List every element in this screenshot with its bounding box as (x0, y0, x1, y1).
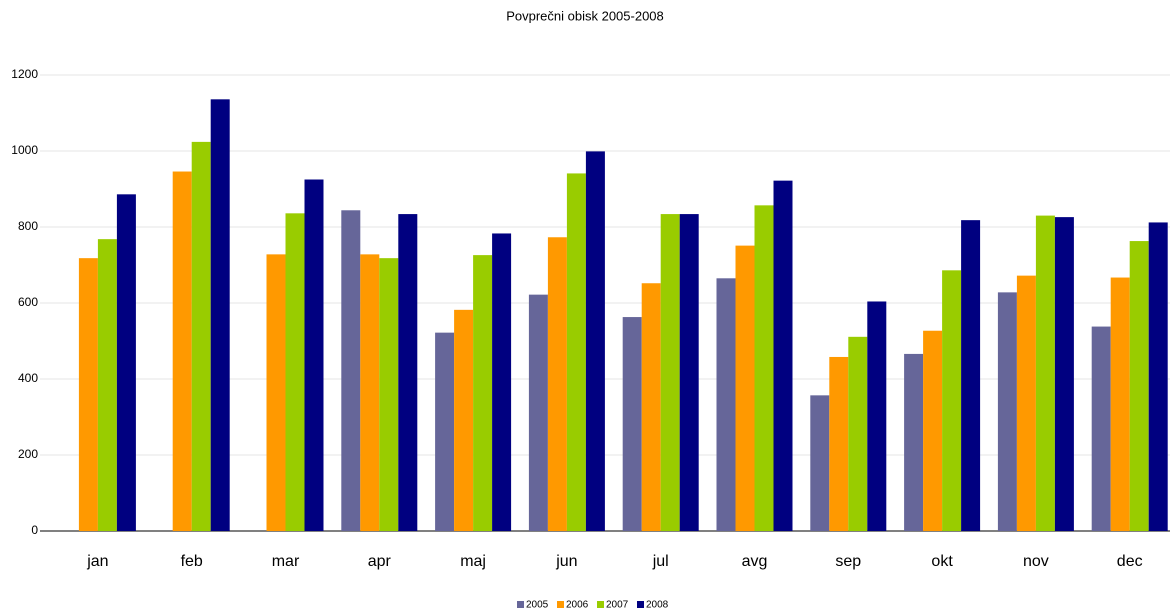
bar (172, 171, 192, 531)
bar (1035, 215, 1055, 531)
y-tick-label: 800 (18, 219, 38, 233)
bar (735, 245, 755, 531)
legend-label: 2005 (526, 600, 549, 611)
y-tick-label: 1000 (11, 143, 38, 157)
bar (473, 255, 493, 531)
x-tick-label: nov (1023, 553, 1049, 570)
y-tick-label: 200 (18, 447, 38, 461)
legend-swatch (517, 601, 524, 608)
bar (810, 395, 830, 531)
bar (1129, 241, 1149, 531)
bar (867, 301, 887, 531)
x-tick-label: jun (555, 553, 577, 570)
bar (547, 237, 567, 531)
y-tick-label: 1200 (11, 67, 38, 81)
chart-title: Povprečni obisk 2005-2008 (506, 8, 664, 23)
bar (304, 179, 324, 531)
bar (1054, 217, 1074, 531)
bar (116, 194, 136, 531)
bar (1148, 222, 1168, 531)
y-tick-label: 600 (18, 295, 38, 309)
x-tick-label: jul (652, 553, 669, 570)
y-tick-label: 0 (31, 523, 38, 537)
bar (961, 220, 981, 531)
x-tick-label: okt (931, 553, 953, 570)
bar (641, 283, 661, 531)
bar (679, 214, 699, 531)
legend-swatch (637, 601, 644, 608)
bar (285, 213, 305, 531)
bar (266, 254, 286, 532)
bar (566, 173, 586, 532)
bar (398, 214, 418, 531)
bar (997, 292, 1017, 531)
bar (341, 210, 361, 531)
bar (528, 294, 548, 531)
legend-label: 2008 (646, 600, 669, 611)
x-tick-label: sep (835, 553, 861, 570)
bar (829, 356, 849, 531)
bar (923, 330, 943, 531)
bar (622, 317, 642, 531)
bar (435, 332, 455, 531)
bar (904, 353, 924, 531)
bar (191, 141, 211, 531)
bar (773, 180, 793, 531)
x-tick-label: dec (1117, 553, 1143, 570)
bar (360, 254, 380, 532)
legend-swatch (597, 601, 604, 608)
legend-swatch (557, 601, 564, 608)
y-tick-label: 400 (18, 371, 38, 385)
bar (1016, 275, 1036, 531)
x-tick-label: jan (86, 553, 108, 570)
bar (379, 258, 399, 531)
legend-label: 2007 (606, 600, 629, 611)
bar (210, 99, 230, 531)
bar (848, 336, 868, 531)
bar (1091, 326, 1111, 531)
x-tick-label: feb (181, 553, 203, 570)
x-tick-label: maj (460, 553, 486, 570)
x-tick-label: apr (368, 553, 392, 570)
bar (454, 309, 474, 531)
x-tick-label: avg (742, 553, 768, 570)
bar (97, 239, 117, 531)
legend-label: 2006 (566, 600, 589, 611)
bar (585, 151, 605, 531)
x-tick-label: mar (272, 553, 300, 570)
bar (660, 214, 680, 531)
bar (942, 270, 962, 531)
bar (716, 278, 736, 531)
bar (78, 258, 98, 531)
bar (492, 233, 512, 531)
bar (1110, 277, 1130, 531)
bar (754, 205, 774, 531)
